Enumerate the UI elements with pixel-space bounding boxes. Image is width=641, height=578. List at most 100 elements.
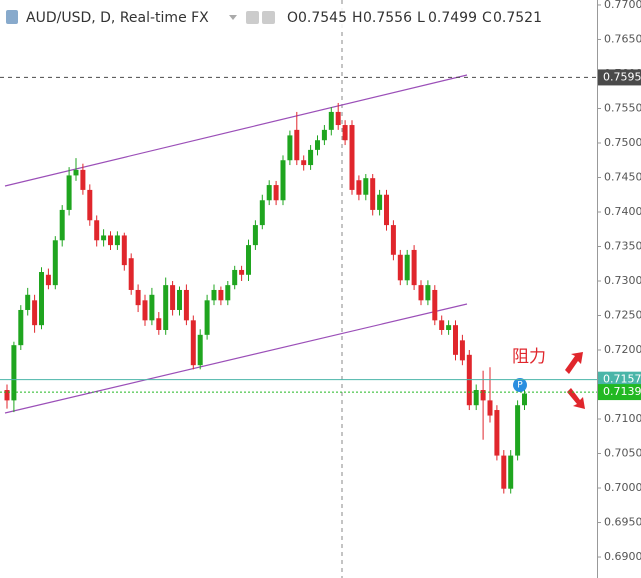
header-icon bbox=[6, 10, 18, 24]
level-box bbox=[598, 69, 641, 86]
y-tick-label: 0.7700 bbox=[604, 0, 641, 11]
level-box bbox=[598, 384, 641, 401]
candle-body bbox=[211, 289, 217, 301]
marker-icon bbox=[513, 378, 527, 392]
candle-body bbox=[515, 405, 521, 456]
candle-body bbox=[363, 178, 369, 195]
y-tick-label: 0.7050 bbox=[604, 447, 641, 460]
y-tick-label: 0.7550 bbox=[604, 101, 641, 114]
candle-body bbox=[128, 258, 134, 290]
candle-body bbox=[377, 194, 383, 210]
symbol: AUD/USD, D, Real-time FX bbox=[26, 10, 209, 26]
candle-body bbox=[197, 334, 203, 366]
candle-body bbox=[225, 285, 231, 301]
candle-body bbox=[259, 200, 265, 226]
candle-body bbox=[473, 390, 479, 406]
candle-body bbox=[397, 254, 403, 281]
ohlc-key: C bbox=[482, 10, 492, 26]
candle-body bbox=[94, 220, 100, 241]
y-tick-label: 0.7200 bbox=[604, 343, 641, 356]
ohlc-value: 0.7521 bbox=[493, 10, 542, 26]
trend-line bbox=[4, 303, 468, 414]
arrow-down bbox=[567, 388, 585, 409]
level-label: 0.7157 bbox=[603, 373, 641, 386]
candle-body bbox=[156, 318, 162, 330]
ohlc-key: O bbox=[287, 10, 298, 26]
ohlc-key: L bbox=[417, 10, 425, 26]
candle-body bbox=[11, 345, 17, 401]
candle-body bbox=[273, 185, 279, 201]
y-tick-label: 0.7450 bbox=[604, 170, 641, 183]
icon-settings[interactable] bbox=[262, 11, 275, 24]
candle-body bbox=[370, 178, 376, 210]
candle-body bbox=[246, 245, 251, 275]
candle-body bbox=[508, 455, 514, 489]
candle-body bbox=[252, 225, 258, 246]
candle-body bbox=[190, 320, 196, 366]
y-tick-label: 0.7350 bbox=[604, 239, 641, 252]
ohlc: O 0.7545 H 0.7556 L 0.7499 C 0.7521 bbox=[287, 10, 542, 26]
candle-body bbox=[335, 111, 341, 126]
ohlc-value: 0.7556 bbox=[363, 10, 412, 26]
candle-body bbox=[142, 300, 148, 321]
trend-line bbox=[4, 74, 468, 187]
y-tick-label: 0.7300 bbox=[604, 274, 641, 287]
level-label: 0.7139 bbox=[603, 385, 641, 398]
candle-body bbox=[101, 235, 107, 241]
dropdown[interactable] bbox=[229, 15, 237, 20]
candle-body bbox=[459, 340, 465, 361]
arrow-up bbox=[565, 352, 583, 374]
candle-body bbox=[280, 160, 286, 201]
candle-body bbox=[25, 294, 31, 310]
candle-body bbox=[87, 189, 93, 221]
candle-body bbox=[425, 285, 431, 301]
ohlc-key: H bbox=[352, 10, 363, 26]
candle-body bbox=[18, 309, 24, 346]
candle-body bbox=[135, 289, 141, 306]
candle-body bbox=[80, 169, 86, 190]
candle-body bbox=[114, 235, 120, 246]
candle-body bbox=[494, 410, 500, 456]
candle-body bbox=[266, 185, 272, 201]
candle-body bbox=[487, 400, 493, 416]
candle-body bbox=[342, 125, 348, 141]
candle-body bbox=[308, 149, 314, 166]
candle-body bbox=[32, 300, 38, 326]
candle-body bbox=[418, 285, 424, 301]
candle-body bbox=[321, 129, 327, 141]
candle-body bbox=[39, 272, 44, 326]
candle-body bbox=[4, 390, 10, 401]
candle-body bbox=[328, 111, 334, 130]
annotation: 阻力 bbox=[512, 347, 546, 367]
candle-body bbox=[446, 325, 452, 330]
candle-body bbox=[349, 125, 355, 190]
candle-body bbox=[439, 320, 445, 330]
candle-body bbox=[232, 269, 238, 286]
candle-body bbox=[315, 140, 320, 150]
y-tick-label: 0.7100 bbox=[604, 412, 641, 425]
candle-body bbox=[163, 285, 169, 330]
candle-body bbox=[204, 300, 210, 335]
candle-body bbox=[239, 269, 245, 275]
candle-body bbox=[59, 209, 65, 241]
candle-body bbox=[183, 289, 189, 321]
level-label: 0.7595 bbox=[603, 70, 641, 83]
candles bbox=[4, 102, 527, 494]
candle-body bbox=[149, 294, 155, 321]
candle-body bbox=[218, 289, 224, 301]
candle-body bbox=[301, 160, 307, 166]
candle-body bbox=[384, 194, 389, 226]
candle-body bbox=[287, 135, 293, 161]
candle-body bbox=[73, 169, 79, 176]
y-tick-label: 0.7400 bbox=[604, 205, 641, 218]
icon-eye[interactable] bbox=[246, 11, 259, 24]
y-tick-label: 0.7650 bbox=[604, 32, 641, 45]
candle-body bbox=[294, 129, 300, 161]
candle-body bbox=[66, 175, 72, 210]
candle-body bbox=[390, 225, 396, 255]
candle-body bbox=[121, 235, 127, 266]
candle-body bbox=[432, 289, 438, 321]
y-tick-label: 0.7500 bbox=[604, 136, 641, 149]
